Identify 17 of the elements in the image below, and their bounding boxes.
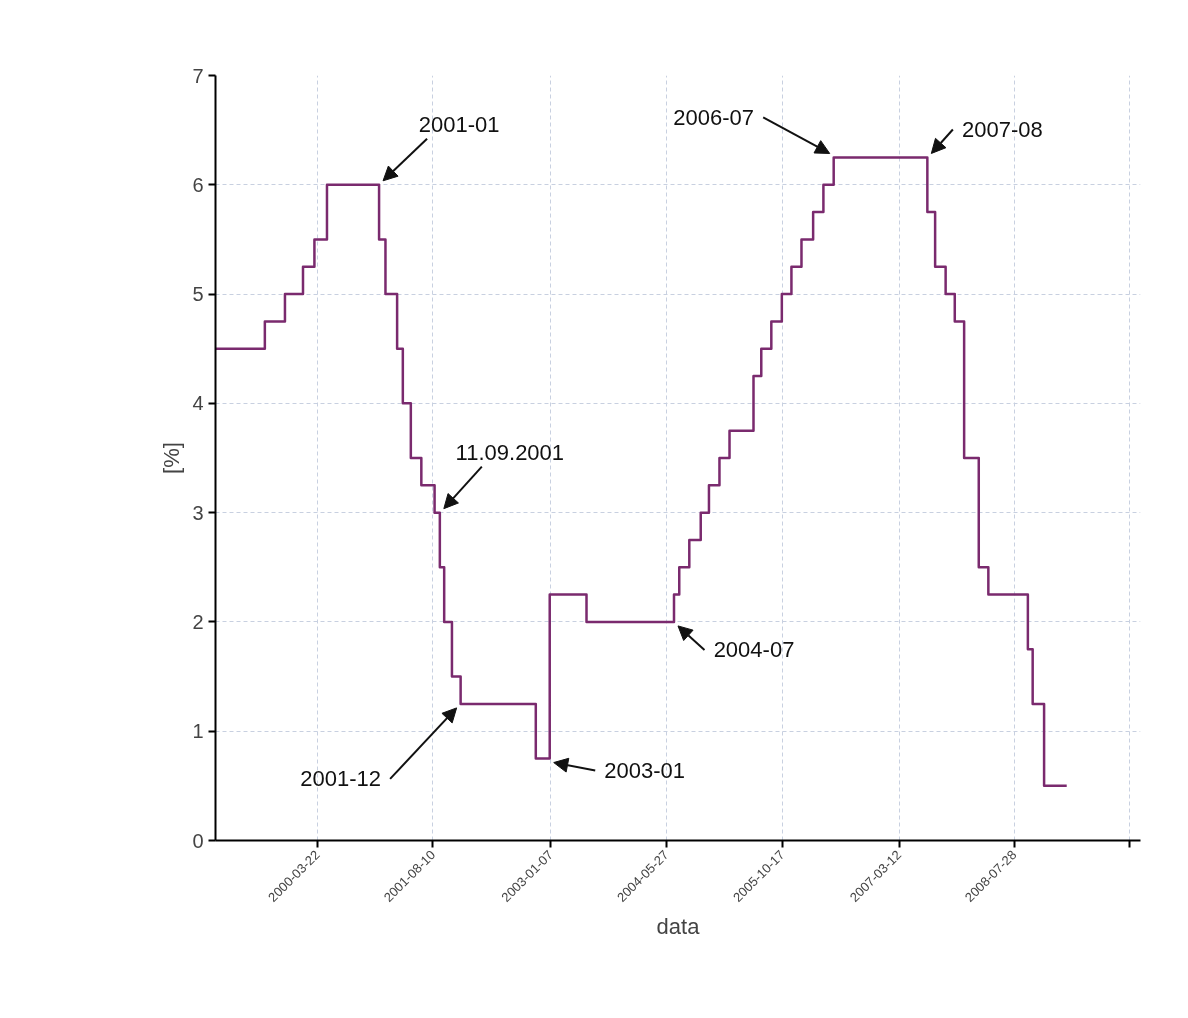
y-tick-label: 4 [192,392,204,415]
y-tick-label: 7 [192,64,204,87]
annotation: 2006-07 [673,104,755,130]
y-tick-label: 0 [192,829,204,852]
y-tick-label: 6 [192,173,204,196]
annotation: 2003-01 [604,758,686,784]
y-axis-title: [%] [159,442,185,474]
annotation: 2007-08 [961,116,1043,142]
y-tick-label: 3 [192,501,204,524]
annotation: 2001-12 [300,766,382,792]
x-axis-title: data [656,913,701,939]
y-tick-label: 2 [192,610,204,633]
y-tick-label: 1 [192,720,204,743]
annotation: 11.09.2001 [455,440,565,466]
annotation: 2001-01 [418,112,500,138]
y-tick-label: 5 [192,283,204,306]
annotation: 2004-07 [713,637,795,663]
